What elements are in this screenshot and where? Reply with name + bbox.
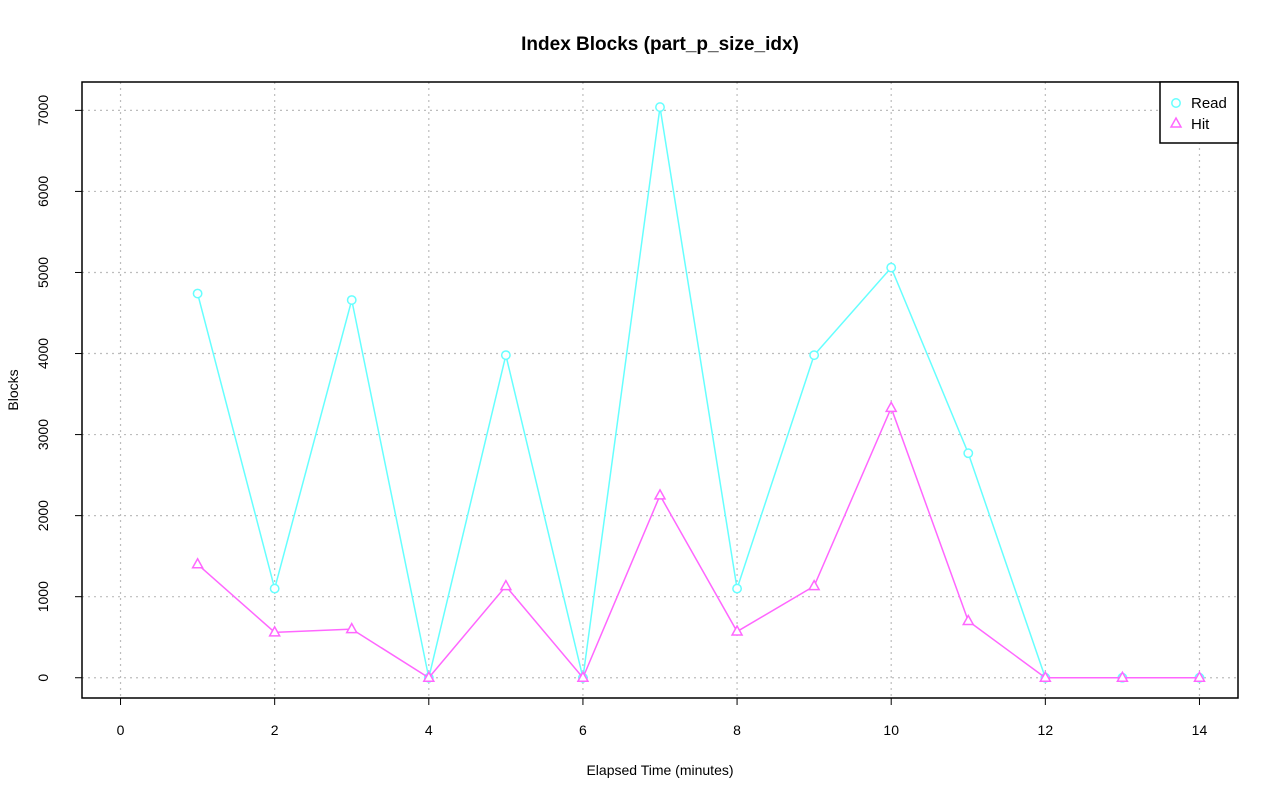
series-read-point: [269, 583, 280, 594]
series-read-line: [196, 107, 1200, 679]
x-tick-label: 8: [733, 722, 741, 738]
x-tick-label: 12: [1038, 722, 1054, 738]
series-read-point: [192, 288, 203, 299]
y-tick-label: 1000: [35, 581, 51, 612]
x-axis-label: Elapsed Time (minutes): [586, 762, 733, 778]
y-tick-label: 2000: [35, 500, 51, 531]
legend-hit-marker: [1169, 116, 1183, 128]
y-axis-label: Blocks: [5, 369, 21, 410]
legend: Read Hit: [1159, 81, 1239, 144]
legend-read-label: Read: [1191, 95, 1227, 112]
series-read-point: [886, 262, 897, 273]
y-tick-label: 5000: [35, 257, 51, 288]
series-layer: [191, 102, 1206, 683]
legend-hit-label: Hit: [1191, 116, 1210, 133]
plot-frame: [81, 81, 1239, 699]
series-read-point: [963, 448, 974, 459]
x-tick-label: 14: [1192, 722, 1208, 738]
x-axis: 0 2 4 6 8 10 12 14: [117, 697, 1208, 738]
series-hit-point: [345, 622, 359, 634]
series-hit-point: [807, 579, 821, 591]
series-hit-point: [884, 400, 898, 413]
series-read-point: [346, 295, 357, 305]
y-tick-label: 6000: [35, 176, 51, 207]
series-hit-point: [576, 670, 590, 682]
x-tick-label: 6: [579, 722, 587, 738]
y-tick-label: 4000: [35, 338, 51, 369]
grid: [82, 82, 1238, 698]
x-tick-label: 0: [117, 722, 125, 738]
series-hit-point: [191, 557, 204, 569]
series-hit-point: [961, 613, 975, 626]
series-read-point: [732, 583, 743, 594]
y-axis: 0 1000 2000 3000 4000 5000 6000 7000: [35, 95, 83, 682]
x-tick-label: 4: [425, 722, 433, 738]
series-read-point: [809, 350, 820, 361]
series-read-point: [500, 350, 511, 361]
series-hit-point: [422, 670, 436, 682]
series-hit-point: [499, 579, 513, 591]
y-tick-label: 0: [35, 674, 51, 682]
series-hit-point: [268, 625, 281, 637]
series-hit-point: [730, 624, 744, 636]
chart-title: Index Blocks (part_p_size_idx): [521, 34, 799, 55]
x-tick-label: 2: [271, 722, 279, 738]
series-hit-point: [1116, 670, 1129, 682]
series-hit-point: [1039, 670, 1052, 682]
series-read-point: [655, 102, 665, 113]
series-hit-line: [197, 405, 1200, 680]
series-hit-point: [653, 488, 667, 500]
y-tick-label: 7000: [35, 95, 51, 126]
y-tick-label: 3000: [35, 419, 51, 450]
series-hit: [191, 400, 1206, 682]
series-hit-point: [1193, 670, 1206, 682]
x-tick-label: 10: [883, 722, 899, 738]
legend-read-marker: [1171, 98, 1181, 108]
legend-box: [1159, 81, 1239, 144]
series-read: [192, 102, 1205, 683]
